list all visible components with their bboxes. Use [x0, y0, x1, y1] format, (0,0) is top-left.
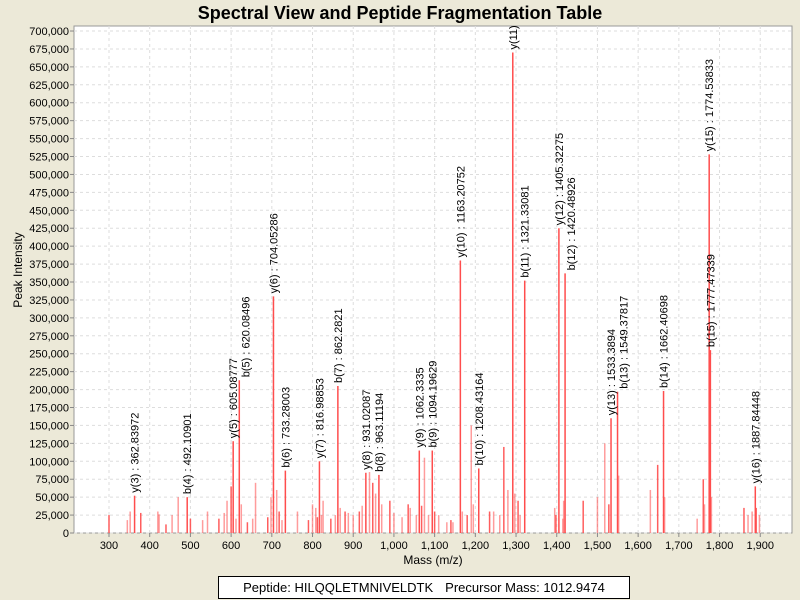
y-tick-label: 250,000 — [29, 349, 69, 361]
peptide-label: Peptide: HILQQLETMNIVELDTK — [243, 580, 434, 595]
y-tick-label: 425,000 — [29, 223, 69, 235]
peak-label: b(4) : 492.10901 — [182, 413, 194, 494]
x-tick-label: 1,300 — [502, 540, 530, 552]
x-tick-label: 1,800 — [706, 540, 734, 552]
y-tick-label: 200,000 — [29, 385, 69, 397]
peak-label: b(9) : 1094.19629 — [427, 361, 439, 448]
peak-label: y(5) : 605.08777 — [228, 358, 240, 438]
peak-labels: y(3) : 362.83972 b(4) : 492.10901 y(5) : 6… — [130, 25, 763, 494]
precursor-mass-label: Precursor Mass: 1012.9474 — [445, 580, 605, 595]
peak-label: b(5) : 620.08496 — [240, 297, 252, 378]
x-tick-label: 1,600 — [624, 540, 652, 552]
x-tick-label: 700 — [263, 540, 281, 552]
x-tick-label: 400 — [141, 540, 159, 552]
peptide-info-box: Peptide: HILQQLETMNIVELDTK Precursor Mass… — [218, 576, 630, 599]
peak-label: y(10) : 1163.20752 — [455, 166, 467, 258]
y-tick-label: 75,000 — [35, 474, 69, 486]
peak-label: b(14) : 1662.40698 — [659, 295, 671, 388]
x-tick-label: 600 — [222, 540, 240, 552]
y-tick-label: 325,000 — [29, 295, 69, 307]
y-tick-label: 700,000 — [29, 26, 69, 38]
y-tick-label: 650,000 — [29, 62, 69, 74]
x-tick-label: 1,100 — [421, 540, 449, 552]
y-tick-label: 225,000 — [29, 367, 69, 379]
peak-label: b(15) : 1777.47339 — [705, 254, 717, 347]
x-tick-label: 900 — [344, 540, 362, 552]
y-tick-label: 600,000 — [29, 98, 69, 110]
y-tick-label: 400,000 — [29, 241, 69, 253]
peak-label: b(6) : 733.28003 — [280, 387, 292, 468]
y-tick-label: 50,000 — [35, 492, 69, 504]
y-tick-label: 125,000 — [29, 438, 69, 450]
x-tick-label: 1,500 — [584, 540, 612, 552]
x-tick-label: 1,200 — [462, 540, 490, 552]
y-tick-label: 275,000 — [29, 331, 69, 343]
peak-label: y(9) : 1062.3335 — [414, 367, 426, 447]
peak-label: b(11) : 1321.33081 — [520, 185, 532, 277]
peak-label: y(8) : 931.02087 — [361, 390, 373, 470]
plot-area — [73, 25, 793, 534]
x-axis-label: Mass (m/z) — [403, 553, 462, 567]
y-tick-label: 475,000 — [29, 187, 69, 199]
x-tick-label: 1,400 — [543, 540, 571, 552]
peak-label: b(10) : 1208.43164 — [474, 372, 486, 465]
y-tick-label: 100,000 — [29, 456, 69, 468]
x-tick-label: 800 — [303, 540, 321, 552]
y-tick-label: 625,000 — [29, 80, 69, 92]
grid — [74, 26, 792, 534]
peak-label: y(7) : 816.98853 — [314, 378, 326, 458]
peak-label: y(3) : 362.83972 — [130, 413, 142, 493]
peak-label: y(6) : 704.05286 — [268, 213, 280, 293]
peaks — [108, 52, 761, 533]
peak-label: y(13) : 1533.3894 — [606, 329, 618, 415]
peak-label: y(16) : 1887.84448 — [750, 391, 762, 483]
y-tick-label: 525,000 — [29, 152, 69, 164]
peak-label: y(12) : 1405.32275 — [554, 133, 566, 225]
y-tick-label: 175,000 — [29, 403, 69, 415]
peak-label: y(15) : 1774.53833 — [704, 59, 716, 151]
y-tick-label: 575,000 — [29, 116, 69, 128]
peak-label: b(13) : 1549.37817 — [619, 296, 631, 389]
x-tick-label: 1,900 — [746, 540, 774, 552]
x-tick-label: 300 — [100, 540, 118, 552]
y-axis-label: Peak Intensity — [11, 232, 25, 307]
x-tick-label: 1,000 — [380, 540, 408, 552]
y-tick-label: 25,000 — [35, 510, 69, 522]
peak-label: b(8) : 963.11194 — [374, 393, 386, 472]
y-tick-label: 350,000 — [29, 277, 69, 289]
x-tick-label: 1,700 — [665, 540, 693, 552]
y-tick-label: 450,000 — [29, 205, 69, 217]
peak-label: y(11) — [508, 25, 520, 49]
y-tick-label: 150,000 — [29, 420, 69, 432]
axes: 0 25,000 50,000 75,000 100,000 125,000 150,000… — [29, 26, 774, 552]
peak-label: b(7) : 862.2821 — [333, 308, 345, 383]
peak-label: b(12) : 1420.48926 — [566, 177, 578, 270]
chart-title: Spectral View and Peptide Fragmentation … — [197, 3, 603, 23]
y-tick-label: 500,000 — [29, 169, 69, 181]
y-tick-label: 550,000 — [29, 134, 69, 146]
y-tick-label: 375,000 — [29, 259, 69, 271]
x-tick-label: 500 — [181, 540, 199, 552]
y-tick-label: 675,000 — [29, 44, 69, 56]
y-tick-label: 0 — [63, 528, 69, 540]
y-tick-label: 300,000 — [29, 313, 69, 325]
